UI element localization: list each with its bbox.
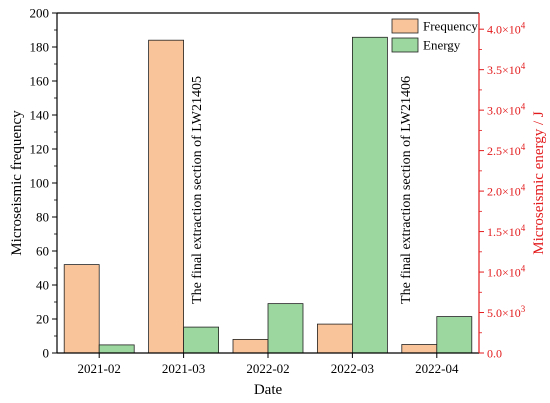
left-tick-label: 20 — [36, 312, 49, 327]
energy-bar — [183, 326, 220, 354]
legend-swatch — [391, 18, 419, 34]
annotation-label: The final extraction section of LW21405 — [190, 76, 205, 304]
energy-bar — [351, 36, 388, 354]
frequency-bar — [316, 323, 353, 354]
x-tick-label: 2022-03 — [331, 361, 374, 376]
frequency-bar — [148, 39, 185, 354]
legend-label: Energy — [423, 38, 461, 53]
left-axis-title: Microseismic frequency — [9, 110, 25, 256]
left-tick-label: 80 — [36, 210, 49, 225]
left-tick-label: 100 — [30, 176, 50, 191]
right-tick-label: 1.5×104 — [487, 223, 526, 239]
energy-bar — [436, 316, 473, 354]
left-tick-label: 0 — [43, 346, 50, 361]
left-tick-label: 140 — [30, 108, 50, 123]
right-tick-label: 3.0×104 — [487, 102, 526, 118]
left-tick-label: 200 — [30, 6, 50, 21]
frequency-bar — [232, 338, 269, 354]
energy-bar — [267, 303, 304, 354]
legend-swatch — [391, 37, 419, 53]
left-tick-label: 180 — [30, 40, 50, 55]
x-tick-label: 2021-02 — [78, 361, 121, 376]
annotation-label: The final extraction section of LW21406 — [399, 76, 414, 304]
x-tick-label: 2021-03 — [162, 361, 205, 376]
right-tick-label: 2.0×104 — [487, 183, 526, 199]
legend-label: Frequency — [423, 19, 478, 34]
left-tick-label: 60 — [36, 244, 49, 259]
frequency-bar — [401, 344, 438, 354]
left-tick-label: 160 — [30, 74, 50, 89]
right-axis-title: Microseismic energy / J — [531, 111, 547, 255]
left-tick-label: 120 — [30, 142, 50, 157]
right-tick-label: 5.0×103 — [487, 304, 526, 320]
x-tick-label: 2022-04 — [415, 361, 459, 376]
energy-bar — [98, 344, 135, 354]
right-tick-label: 0.0 — [487, 347, 502, 361]
right-tick-label: 4.0×104 — [487, 21, 526, 37]
x-axis-title: Date — [254, 382, 283, 398]
right-tick-label: 3.5×104 — [487, 61, 526, 77]
right-tick-label: 2.5×104 — [487, 142, 526, 158]
left-tick-label: 40 — [36, 278, 49, 293]
right-tick-label: 1.0×104 — [487, 264, 526, 280]
frequency-bar — [63, 264, 100, 354]
x-tick-label: 2022-02 — [246, 361, 289, 376]
